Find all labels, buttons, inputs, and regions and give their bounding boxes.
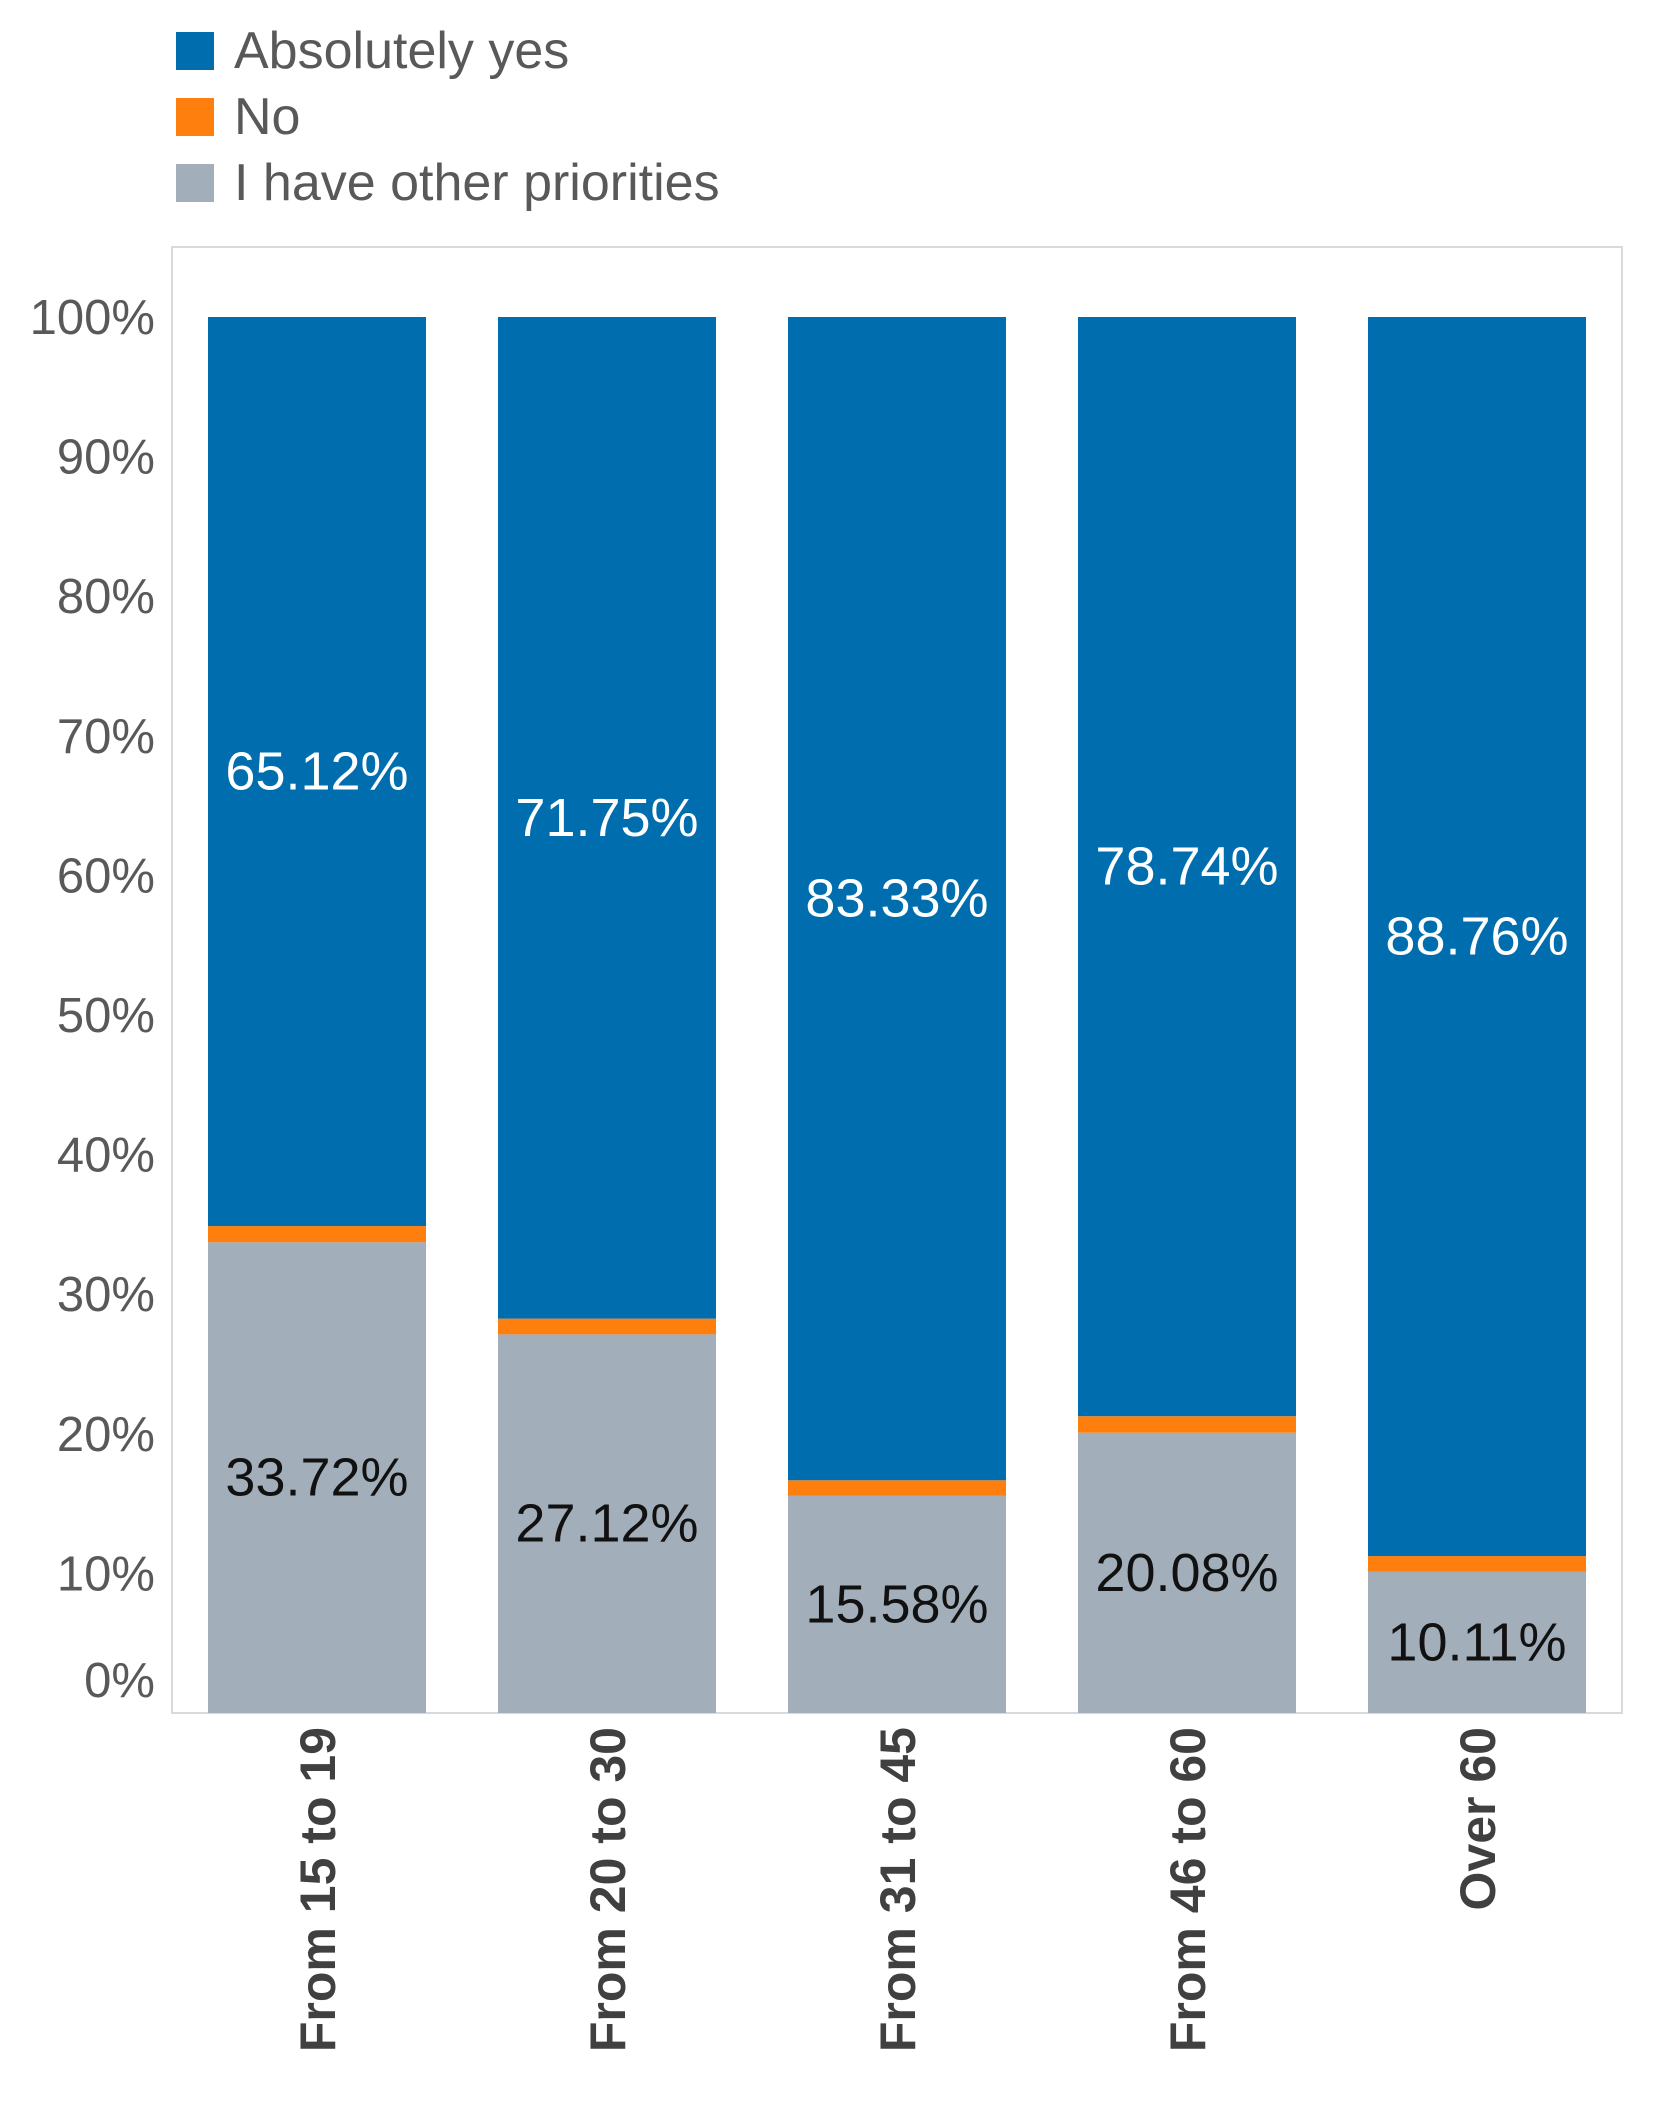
data-label: 10.11% <box>1387 1612 1566 1672</box>
legend-swatch <box>176 98 214 136</box>
bar-segment <box>208 1226 426 1243</box>
y-tick-label: 50% <box>57 989 155 1043</box>
data-label: 33.72% <box>225 1448 408 1508</box>
data-label: 83.33% <box>805 869 988 929</box>
x-category-label: From 20 to 30 <box>580 1727 636 2052</box>
data-label: 15.58% <box>805 1574 988 1634</box>
bar-segment <box>788 1495 1006 1713</box>
legend-item: No <box>176 84 720 150</box>
legend-label: Absolutely yes <box>234 22 570 80</box>
bar-segment <box>788 317 1006 1481</box>
data-label: 20.08% <box>1095 1543 1278 1603</box>
data-label: 88.76% <box>1385 907 1568 967</box>
legend-label: No <box>234 88 301 146</box>
legend-swatch <box>176 164 214 202</box>
y-tick-label: 90% <box>57 431 155 485</box>
data-label: 78.74% <box>1095 837 1278 897</box>
y-tick-label: 10% <box>57 1547 155 1601</box>
y-tick-label: 0% <box>84 1654 155 1708</box>
legend-item: I have other priorities <box>176 150 720 216</box>
bar-segment <box>498 1318 716 1335</box>
data-label: 65.12% <box>225 742 408 802</box>
y-tick-label: 100% <box>30 291 155 345</box>
y-tick-label: 20% <box>57 1408 155 1462</box>
legend: Absolutely yes No I have other priorities <box>176 18 720 216</box>
bar-segment <box>1368 1571 1586 1713</box>
bar-segment <box>208 317 426 1227</box>
bar-segment <box>498 317 716 1319</box>
y-tick-label: 60% <box>57 849 155 903</box>
bar-segment <box>1078 1416 1296 1433</box>
bar-segment <box>1078 1432 1296 1713</box>
legend-swatch <box>176 32 214 70</box>
x-category-label: From 15 to 19 <box>290 1727 346 2052</box>
x-category-label: From 31 to 45 <box>870 1727 926 2052</box>
y-tick-label: 40% <box>57 1129 155 1183</box>
bar-segment <box>1368 317 1586 1557</box>
bar-segment <box>1368 1556 1586 1572</box>
legend-label: I have other priorities <box>234 154 720 212</box>
bar-segment <box>788 1480 1006 1496</box>
legend-item: Absolutely yes <box>176 18 720 84</box>
bar-segment <box>1078 317 1296 1417</box>
y-tick-label: 80% <box>57 570 155 624</box>
bar-segment <box>208 1242 426 1713</box>
y-tick-label: 30% <box>57 1268 155 1322</box>
bar-segment <box>498 1334 716 1713</box>
data-label: 27.12% <box>515 1494 698 1554</box>
y-tick-label: 70% <box>57 710 155 764</box>
data-label: 71.75% <box>515 788 698 848</box>
x-category-label: Over 60 <box>1450 1727 1506 1910</box>
x-category-label: From 46 to 60 <box>1160 1727 1216 2052</box>
